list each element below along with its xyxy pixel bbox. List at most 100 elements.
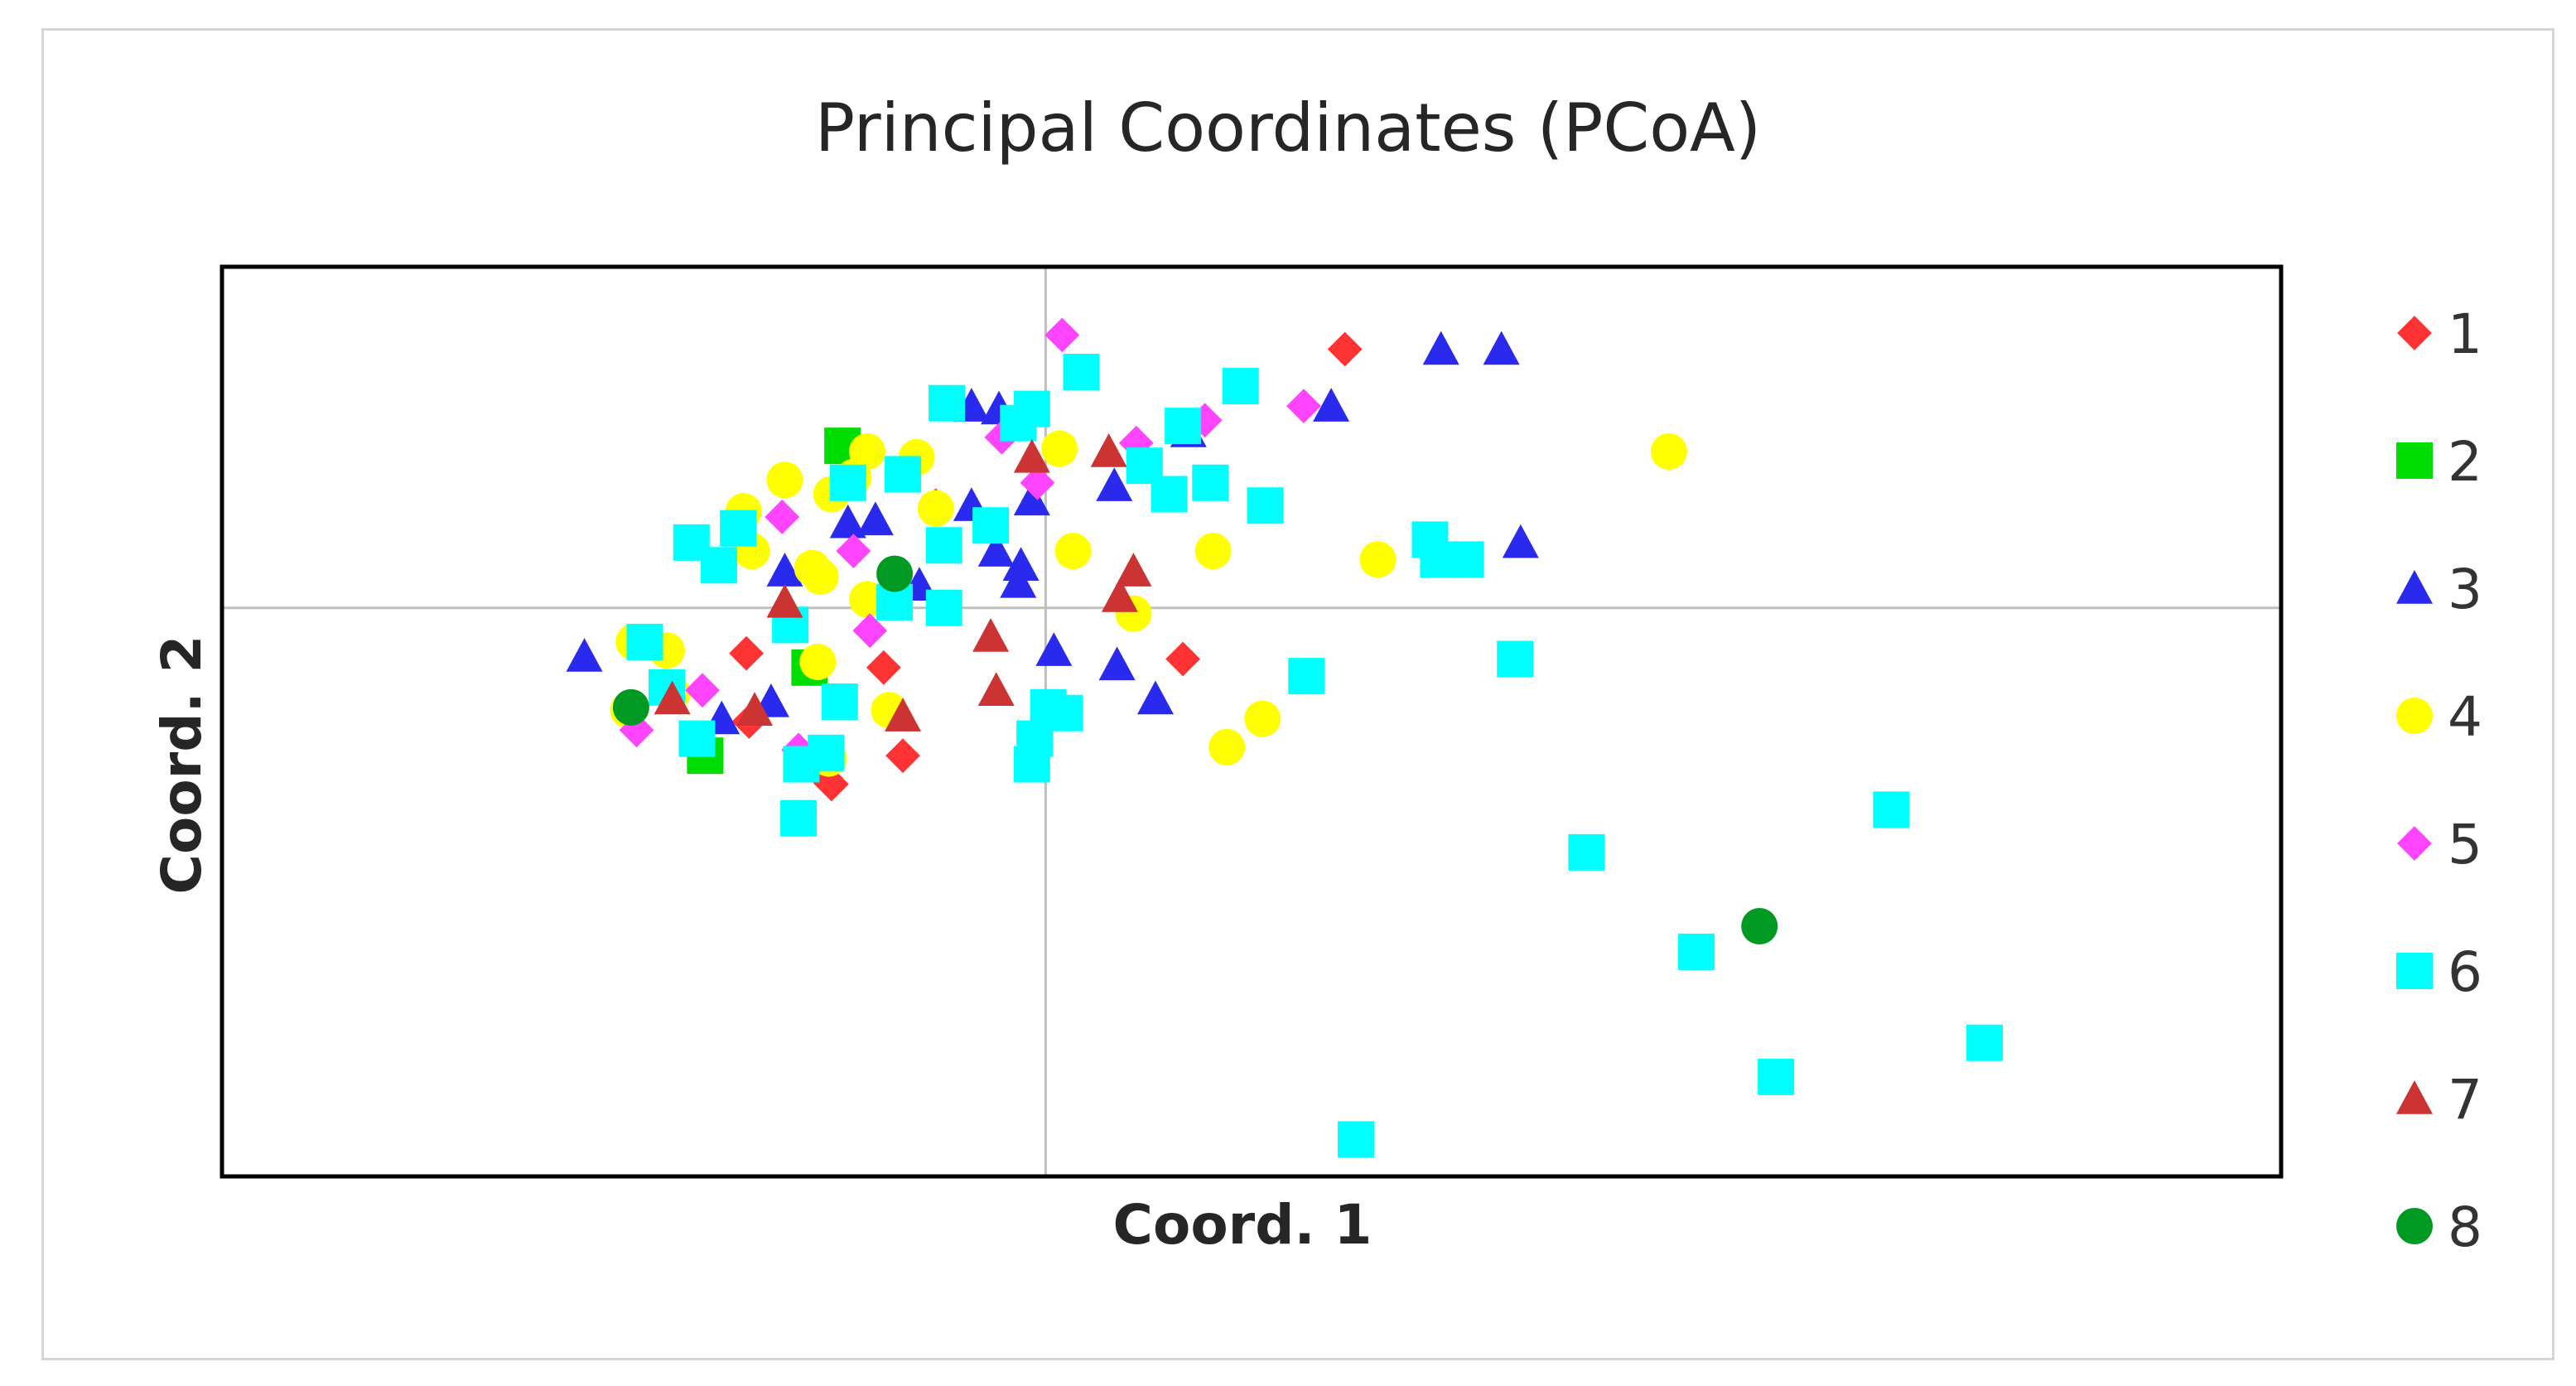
data-point-series-7 [766,583,803,618]
data-point-series-3 [856,501,894,536]
data-point-series-7 [736,692,774,726]
legend-label-7: 7 [2448,1068,2482,1132]
data-point-series-7 [1013,438,1050,473]
legend-label-8: 8 [2448,1195,2482,1259]
legend-label-2: 2 [2448,430,2482,494]
data-point-series-1 [1165,641,1201,677]
chart-title: Principal Coordinates (PCoA) [814,89,1762,167]
data-point-series-3 [766,553,803,587]
data-points [566,317,2004,1158]
data-point-series-6 [1873,791,1910,828]
data-point-series-4 [1194,533,1232,570]
data-point-series-6 [885,456,922,493]
data-point-series-3 [1136,680,1174,715]
data-point-series-3 [829,504,866,538]
data-point-series-6 [1046,694,1083,732]
data-point-series-1 [866,650,901,685]
data-point-series-6 [720,509,757,547]
data-point-series-6 [1288,658,1325,695]
data-point-series-4 [1040,430,1078,467]
data-point-series-3 [1422,331,1459,365]
legend-marker-6 [2396,953,2433,989]
data-point-series-3 [1313,388,1350,422]
legend-label-1: 1 [2448,302,2482,366]
legend: 1 2 3 4 5 6 7 8 [2396,302,2482,1259]
data-point-series-6 [626,623,663,660]
data-point-series-4 [1054,533,1092,570]
data-point-series-5 [836,534,871,569]
data-point-series-7 [977,672,1015,706]
data-point-series-6 [1151,476,1188,513]
data-point-series-1 [729,635,765,671]
data-point-series-6 [1447,541,1484,578]
data-point-series-3 [1000,563,1037,598]
data-point-series-6 [1966,1024,2004,1061]
plot-area-border [219,264,2284,1179]
data-point-series-3 [1013,481,1050,516]
data-point-series-7 [1115,553,1152,587]
data-point-series-4 [1650,433,1687,471]
data-point-series-6 [1337,1121,1374,1158]
legend-label-5: 5 [2448,813,2482,877]
data-point-series-8 [612,688,649,726]
data-point-series-7 [1090,433,1127,467]
data-point-series-5 [1286,389,1321,424]
data-point-series-6 [1497,640,1534,678]
data-point-series-5 [1044,317,1080,353]
data-point-series-4 [1244,700,1281,737]
data-point-series-3 [1096,467,1133,501]
data-point-series-4 [917,490,954,527]
data-point-series-6 [1013,390,1050,427]
data-point-series-8 [876,555,914,592]
data-point-series-4 [1359,541,1397,578]
data-point-series-6 [780,799,818,837]
data-point-series-4 [848,433,885,471]
data-point-series-3 [1035,632,1073,666]
data-point-series-4 [1208,728,1246,765]
data-point-series-6 [808,734,845,771]
data-point-series-1 [1327,331,1363,367]
legend-marker-2 [2396,442,2433,479]
data-point-series-5 [765,500,800,534]
data-point-series-3 [1483,331,1520,365]
legend-marker-5 [2397,826,2432,861]
data-point-series-6 [1411,521,1449,558]
data-point-series-3 [1098,646,1136,681]
legend-marker-1 [2397,316,2432,350]
data-point-series-6 [925,527,962,564]
legend-label-6: 6 [2448,940,2482,1004]
data-point-series-3 [566,638,603,672]
data-point-series-7 [654,680,691,715]
data-point-series-6 [925,589,962,626]
data-point-series-4 [802,558,839,596]
legend-label-3: 3 [2448,558,2482,621]
data-point-series-6 [1758,1058,1795,1095]
data-point-series-6 [1677,933,1715,970]
data-point-series-3 [977,533,1015,567]
data-point-series-6 [972,507,1010,544]
data-point-series-5 [852,613,888,649]
data-point-series-3 [1502,524,1539,558]
data-point-series-6 [1222,368,1259,405]
data-point-series-6 [678,720,716,757]
data-point-series-5 [1020,465,1055,500]
data-point-series-7 [972,618,1010,652]
data-point-series-6 [1192,464,1229,501]
data-point-series-1 [885,738,920,774]
data-point-series-6 [821,683,858,720]
legend-marker-3 [2396,570,2433,604]
data-point-series-8 [1741,908,1778,945]
data-point-series-6 [1063,353,1100,390]
legend-marker-7 [2396,1080,2433,1114]
legend-marker-4 [2396,698,2433,734]
data-point-series-6 [929,384,966,422]
data-point-series-4 [766,461,803,499]
data-point-series-6 [1247,487,1284,524]
legend-label-4: 4 [2448,685,2482,749]
x-axis-label: Coord. 1 [1112,1193,1372,1257]
data-point-series-4 [799,643,837,680]
data-point-series-6 [1013,746,1050,783]
data-point-series-5 [685,673,720,708]
legend-marker-8 [2396,1208,2433,1244]
